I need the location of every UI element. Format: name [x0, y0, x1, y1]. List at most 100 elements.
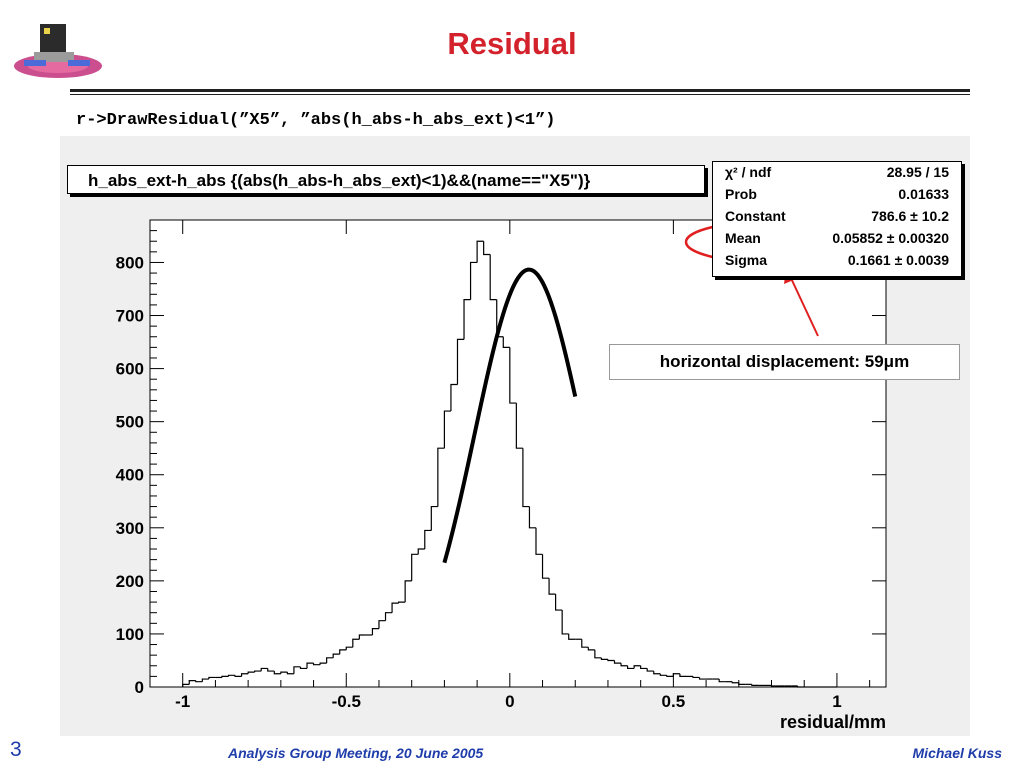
histogram-bin [581, 639, 589, 648]
stats-key: Prob [725, 186, 757, 202]
histogram-bin [738, 682, 746, 685]
y-tick-label: 100 [116, 625, 144, 644]
stats-key: Constant [725, 208, 786, 224]
histogram-bin [273, 671, 281, 675]
histogram-bin [555, 594, 563, 611]
y-tick-label: 800 [116, 253, 144, 272]
code-line: r->DrawResidual(”X5”, ”abs(h_abs-h_abs_e… [76, 111, 556, 130]
histogram-bin [797, 685, 805, 688]
annotation-arrow [789, 275, 819, 337]
histogram-bin [424, 529, 432, 550]
histogram-bin [476, 240, 484, 263]
histogram-bin [254, 670, 262, 673]
histogram-bin [398, 601, 406, 604]
histogram-bin [352, 638, 360, 648]
histogram-bin [201, 678, 209, 682]
y-tick-label: 700 [116, 307, 144, 326]
histogram-bin [430, 505, 438, 531]
footer-meeting: Analysis Group Meeting, 20 June 2005 [228, 745, 484, 761]
histogram-bin [260, 667, 268, 672]
histogram-bin [450, 383, 458, 412]
histogram-bin [443, 410, 451, 449]
histogram-bin [188, 680, 196, 685]
histogram-bin [528, 506, 536, 529]
histogram-bin [770, 685, 779, 687]
histogram-bin [548, 578, 556, 595]
fit-stats-box: χ² / ndf 28.95 / 15 Prob 0.01633 Constan… [712, 161, 962, 277]
footer-author: Michael Kuss [912, 745, 1002, 761]
x-tick-label: -0.5 [332, 692, 361, 711]
histogram-bin [751, 684, 759, 687]
histogram-bin [640, 665, 648, 670]
histogram-bin [182, 683, 190, 687]
histogram-bin [698, 677, 707, 680]
histogram-bin [568, 633, 576, 640]
histogram-bin [371, 628, 379, 635]
stats-value: 28.95 / 15 [886, 164, 949, 180]
histogram-bin [731, 681, 739, 684]
histogram-bin [234, 675, 242, 677]
histogram-bin [437, 447, 445, 507]
histogram-bin [653, 671, 661, 675]
page-number: 3 [10, 738, 22, 761]
histogram-bin [227, 674, 236, 677]
histogram-bin [679, 673, 687, 677]
gaussian-fit-curve [442, 267, 578, 564]
histogram-bin [247, 671, 255, 674]
histogram-bin [502, 336, 510, 348]
stats-row-sigma: Sigma 0.1661 ± 0.0039 [713, 252, 961, 274]
histogram-bin [286, 672, 294, 675]
x-tick-label: -1 [175, 692, 190, 711]
histogram-bin [483, 241, 491, 256]
histogram-bin [384, 612, 393, 621]
y-tick-label: 300 [116, 519, 144, 538]
stats-value: 0.05852 ± 0.00320 [832, 230, 949, 246]
histogram-bin [312, 663, 321, 666]
histogram-bin [633, 665, 641, 669]
histogram-bin [515, 403, 523, 449]
histogram-bin [620, 663, 628, 667]
histogram-bin [345, 646, 353, 650]
histogram-bin [469, 261, 478, 300]
histogram-bin [404, 580, 412, 603]
histogram-bin [659, 673, 667, 676]
histogram-bin [326, 657, 334, 664]
histogram-bin [391, 602, 399, 613]
stats-value: 0.1661 ± 0.0039 [847, 252, 949, 268]
histogram-bin [561, 610, 569, 635]
stats-key: Mean [725, 230, 761, 246]
histogram-bin [509, 347, 517, 404]
histogram-title: h_abs_ext-h_abs {(abs(h_abs-h_abs_ext)<1… [67, 165, 705, 194]
histogram-bin [607, 659, 615, 662]
histogram-bin [535, 527, 543, 555]
x-axis-label: residual/mm [780, 712, 886, 732]
y-tick-label: 500 [116, 413, 144, 432]
plot-frame [149, 219, 887, 688]
stats-row-mean: Mean 0.05852 ± 0.00320 [713, 230, 961, 252]
histogram-bin [306, 662, 314, 669]
stats-key: Sigma [725, 252, 768, 268]
histogram-bin [332, 653, 340, 658]
x-tick-label: 0.5 [662, 692, 686, 711]
histogram-bin [718, 679, 726, 683]
histogram-bin [319, 662, 327, 665]
histogram-bin [417, 548, 425, 555]
y-tick-label: 200 [116, 572, 144, 591]
stats-row-chi2: χ² / ndf 28.95 / 15 [713, 164, 961, 186]
histogram-bin [411, 553, 419, 581]
displacement-annotation: horizontal displacement: 59μm [609, 344, 960, 380]
histogram-bin [541, 554, 550, 579]
y-tick-label: 400 [116, 466, 144, 485]
histogram-bin [280, 671, 288, 674]
histogram-bin [646, 668, 654, 672]
histogram-bin [456, 338, 465, 385]
slide-title: Residual [447, 26, 577, 61]
stats-row-constant: Constant 786.6 ± 10.2 [713, 208, 961, 230]
histogram-bin [594, 649, 602, 659]
stats-row-prob: Prob 0.01633 [713, 186, 961, 208]
histogram-bin [692, 676, 700, 679]
histogram-bin [666, 675, 674, 677]
histogram-bin [195, 680, 203, 683]
histogram-bin [587, 647, 595, 651]
